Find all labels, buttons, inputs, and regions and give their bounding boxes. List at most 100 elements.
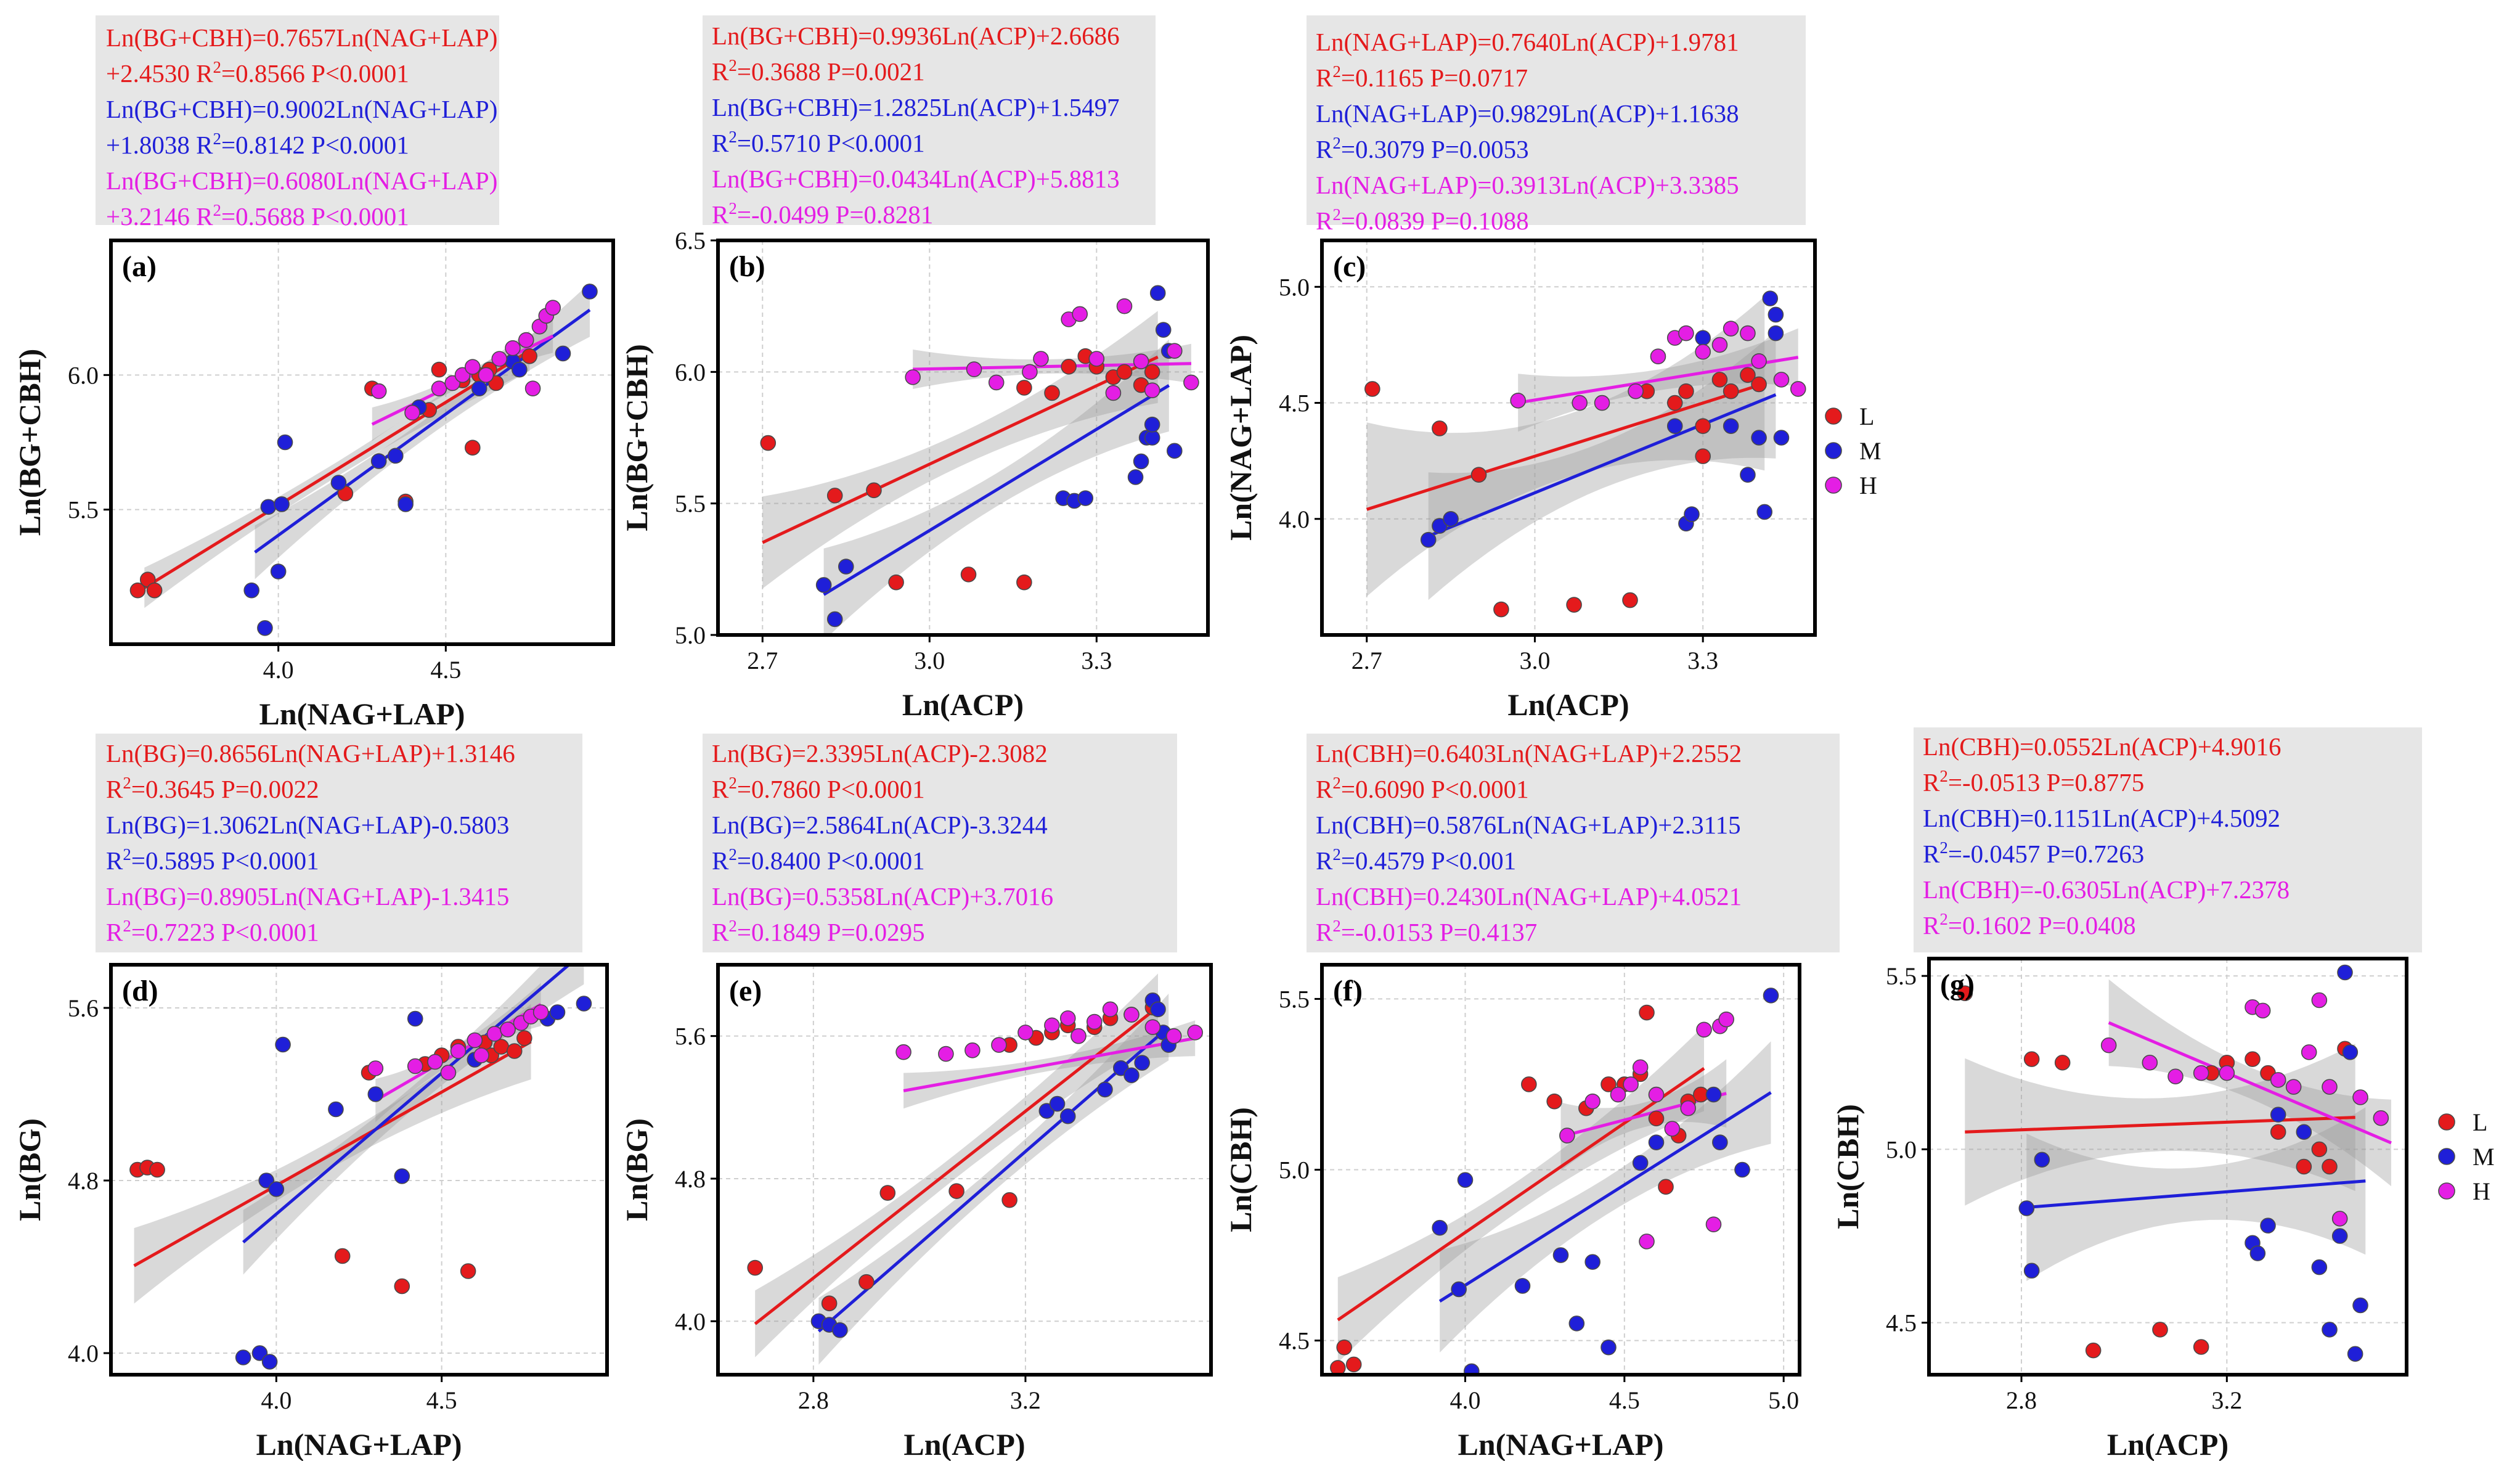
data-point-H <box>545 300 561 316</box>
equation-text-H: R2=0.1602 P=0.0408 <box>1923 910 2136 939</box>
x-tick-label: 3.3 <box>1081 647 1112 674</box>
data-point-L <box>2152 1322 2168 1338</box>
data-point-L <box>1666 395 1683 411</box>
data-point-H <box>2254 1002 2271 1019</box>
data-point-M <box>1049 1095 1066 1112</box>
data-point-H <box>895 1044 911 1060</box>
data-point-H <box>2142 1054 2158 1071</box>
data-point-L <box>1345 1356 1362 1373</box>
x-tick-label: 4.5 <box>1609 1386 1640 1414</box>
x-tick-label: 4.0 <box>1450 1386 1481 1414</box>
data-point-H <box>2193 1065 2209 1081</box>
data-point-M <box>1166 443 1183 459</box>
data-point-H <box>2219 1065 2235 1081</box>
data-point-M <box>1695 330 1711 346</box>
regression-line-L <box>1366 382 1765 511</box>
data-point-L <box>1521 1076 1537 1092</box>
data-point-H <box>1144 1019 1161 1035</box>
data-point-L <box>747 1259 764 1276</box>
data-point-H <box>524 380 541 396</box>
data-point-L <box>1723 383 1739 399</box>
data-point-H <box>1017 1025 1034 1041</box>
data-point-L <box>460 1263 476 1279</box>
data-point-M <box>1763 988 1779 1004</box>
data-point-L <box>1957 985 1973 1002</box>
data-point-H <box>1705 1216 1722 1232</box>
legend-label-L: L <box>2473 1108 2487 1136</box>
data-point-M <box>1432 518 1448 534</box>
data-point-L <box>1600 1076 1617 1092</box>
equation-text-M: R2=0.8400 P<0.0001 <box>712 845 925 875</box>
data-point-H <box>478 367 494 383</box>
data-point-L <box>1470 467 1487 483</box>
y-axis-label: Ln(BG) <box>12 1118 47 1221</box>
data-point-L <box>334 1248 351 1264</box>
equation-text-M: R2=0.3079 P=0.0053 <box>1316 134 1529 163</box>
data-point-H <box>2167 1068 2184 1085</box>
data-point-H <box>427 1054 443 1070</box>
data-point-H <box>532 1004 549 1020</box>
x-tick-label: 2.7 <box>747 647 778 674</box>
data-point-M <box>1149 285 1166 301</box>
regression-line-L <box>762 355 1159 544</box>
plot-area <box>1364 290 1806 618</box>
data-point-H <box>1751 353 1767 369</box>
data-point-H <box>1594 395 1610 411</box>
x-tick-label: 2.8 <box>798 1386 829 1414</box>
data-point-M <box>394 1168 410 1184</box>
data-point-M <box>330 475 347 491</box>
data-point-L <box>1330 1360 1346 1375</box>
data-point-H <box>440 1065 457 1081</box>
equation-text-M: Ln(CBH)=0.5876Ln(NAG+LAP)+2.3115 <box>1316 811 1741 839</box>
data-point-M <box>261 1354 278 1370</box>
plot-area <box>129 965 592 1370</box>
data-point-L <box>146 582 163 599</box>
y-axis-label: Ln(BG) <box>619 1118 654 1221</box>
data-point-H <box>1572 395 1588 411</box>
x-tick-label: 3.0 <box>914 647 945 674</box>
x-axis-label: Ln(NAG+LAP) <box>1458 1427 1663 1461</box>
equation-text-M: Ln(CBH)=0.1151Ln(ACP)+4.5092 <box>1923 804 2280 832</box>
y-tick-label: 5.0 <box>675 621 706 649</box>
data-point-H <box>1664 1121 1681 1137</box>
panel-label: (g) <box>1940 968 1975 1001</box>
x-tick-label: 3.2 <box>1010 1386 1041 1414</box>
data-point-H <box>1648 1086 1665 1103</box>
data-point-H <box>2100 1037 2117 1054</box>
data-point-M <box>1432 1219 1448 1236</box>
data-point-M <box>407 1010 423 1027</box>
y-axis-label: Ln(CBH) <box>1830 1104 1865 1229</box>
data-point-L <box>2085 1342 2102 1359</box>
data-point-L <box>1658 1179 1674 1195</box>
y-tick-label: 4.5 <box>1279 390 1310 417</box>
equation-text-L: Ln(BG+CBH)=0.9936Ln(ACP)+2.6686 <box>712 22 1120 50</box>
data-point-H <box>2352 1089 2368 1105</box>
data-point-L <box>149 1161 165 1178</box>
data-point-L <box>2311 1141 2328 1158</box>
x-tick-label: 5.0 <box>1768 1386 1799 1414</box>
data-point-M <box>1632 1155 1649 1171</box>
plot-frame <box>109 239 615 646</box>
x-tick-label: 2.7 <box>1352 647 1382 674</box>
plot-frame <box>109 963 609 1377</box>
y-axis-label: Ln(NAG+LAP) <box>1223 335 1258 541</box>
data-point-H <box>1773 372 1790 388</box>
regression-line-H <box>2108 1021 2392 1145</box>
x-tick-label: 2.8 <box>2006 1386 2037 1414</box>
panel-b: Ln(BG+CBH)=0.9936Ln(ACP)+2.6686 R2=0.3688… <box>619 15 1210 722</box>
data-point-L <box>2296 1158 2312 1175</box>
data-point-H <box>464 359 481 375</box>
data-point-M <box>2023 1263 2040 1279</box>
data-point-L <box>821 1295 838 1312</box>
data-point-M <box>2322 1322 2338 1338</box>
data-point-H <box>1623 1076 1639 1092</box>
equation-text-L: +2.4530 R2=0.8566 P<0.0001 <box>106 58 409 88</box>
data-point-H <box>2285 1079 2302 1095</box>
equation-box <box>96 734 582 952</box>
y-tick-label: 5.0 <box>1886 1136 1917 1163</box>
data-point-M <box>1420 531 1437 548</box>
regression-line-H <box>903 1036 1196 1092</box>
data-point-H <box>964 1042 981 1058</box>
data-point-M <box>1768 306 1784 323</box>
data-point-H <box>1070 1028 1087 1044</box>
